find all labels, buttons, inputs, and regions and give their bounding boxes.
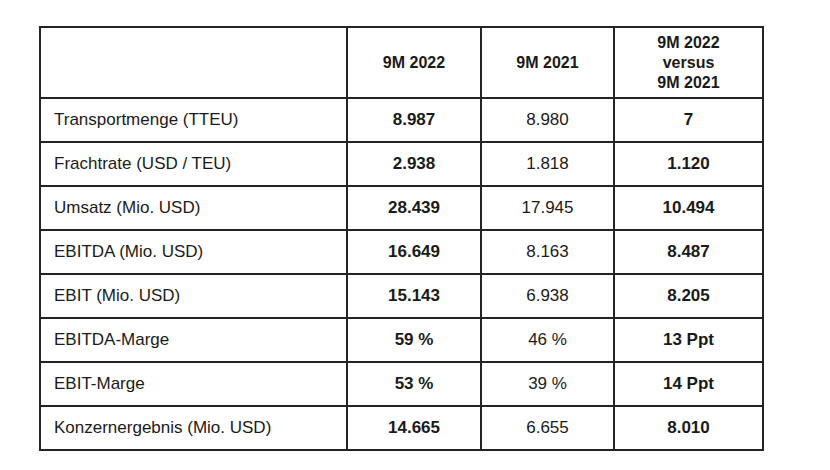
value-delta: 13 Ppt: [614, 318, 763, 362]
value-delta: 14 Ppt: [614, 362, 763, 406]
table-row: EBIT-Marge53 %39 %14 Ppt: [40, 362, 763, 406]
row-label: Frachtrate (USD / TEU): [40, 142, 347, 186]
value-9m-2022: 16.649: [347, 230, 481, 274]
value-9m-2021: 8.163: [481, 230, 614, 274]
value-9m-2021: 8.980: [481, 98, 614, 142]
table-body: Transportmenge (TTEU)8.9878.9807Frachtra…: [40, 98, 763, 450]
value-delta: 8.487: [614, 230, 763, 274]
value-9m-2021: 39 %: [481, 362, 614, 406]
value-9m-2022: 14.665: [347, 406, 481, 450]
table-row: EBIT (Mio. USD)15.1436.9388.205: [40, 274, 763, 318]
value-delta: 8.205: [614, 274, 763, 318]
value-9m-2022: 2.938: [347, 142, 481, 186]
table-row: Frachtrate (USD / TEU)2.9381.8181.120: [40, 142, 763, 186]
value-9m-2022: 15.143: [347, 274, 481, 318]
value-delta: 8.010: [614, 406, 763, 450]
table-row: EBITDA-Marge59 %46 %13 Ppt: [40, 318, 763, 362]
header-9m-2021: 9M 2021: [481, 27, 614, 98]
header-9m-2022-versus-9m-2021: 9M 2022 versus 9M 2021: [614, 27, 763, 98]
financial-kpi-table: 9M 2022 9M 2021 9M 2022 versus 9M 2021 T…: [39, 26, 764, 451]
row-label: Umsatz (Mio. USD): [40, 186, 347, 230]
row-label: Transportmenge (TTEU): [40, 98, 347, 142]
table-row: Transportmenge (TTEU)8.9878.9807: [40, 98, 763, 142]
document-page: 9M 2022 9M 2021 9M 2022 versus 9M 2021 T…: [0, 0, 830, 470]
table-row: EBITDA (Mio. USD)16.6498.1638.487: [40, 230, 763, 274]
row-label: EBITDA (Mio. USD): [40, 230, 347, 274]
value-9m-2022: 59 %: [347, 318, 481, 362]
row-label: EBIT (Mio. USD): [40, 274, 347, 318]
value-delta: 1.120: [614, 142, 763, 186]
table-row: Umsatz (Mio. USD)28.43917.94510.494: [40, 186, 763, 230]
row-label: EBIT-Marge: [40, 362, 347, 406]
value-9m-2022: 53 %: [347, 362, 481, 406]
value-delta: 10.494: [614, 186, 763, 230]
value-9m-2022: 28.439: [347, 186, 481, 230]
value-9m-2021: 1.818: [481, 142, 614, 186]
header-metric: [40, 27, 347, 98]
header-row: 9M 2022 9M 2021 9M 2022 versus 9M 2021: [40, 27, 763, 98]
header-9m-2022: 9M 2022: [347, 27, 481, 98]
row-label: Konzernergebnis (Mio. USD): [40, 406, 347, 450]
value-9m-2021: 6.655: [481, 406, 614, 450]
table-row: Konzernergebnis (Mio. USD)14.6656.6558.0…: [40, 406, 763, 450]
value-delta: 7: [614, 98, 763, 142]
value-9m-2021: 6.938: [481, 274, 614, 318]
row-label: EBITDA-Marge: [40, 318, 347, 362]
value-9m-2021: 46 %: [481, 318, 614, 362]
value-9m-2021: 17.945: [481, 186, 614, 230]
value-9m-2022: 8.987: [347, 98, 481, 142]
